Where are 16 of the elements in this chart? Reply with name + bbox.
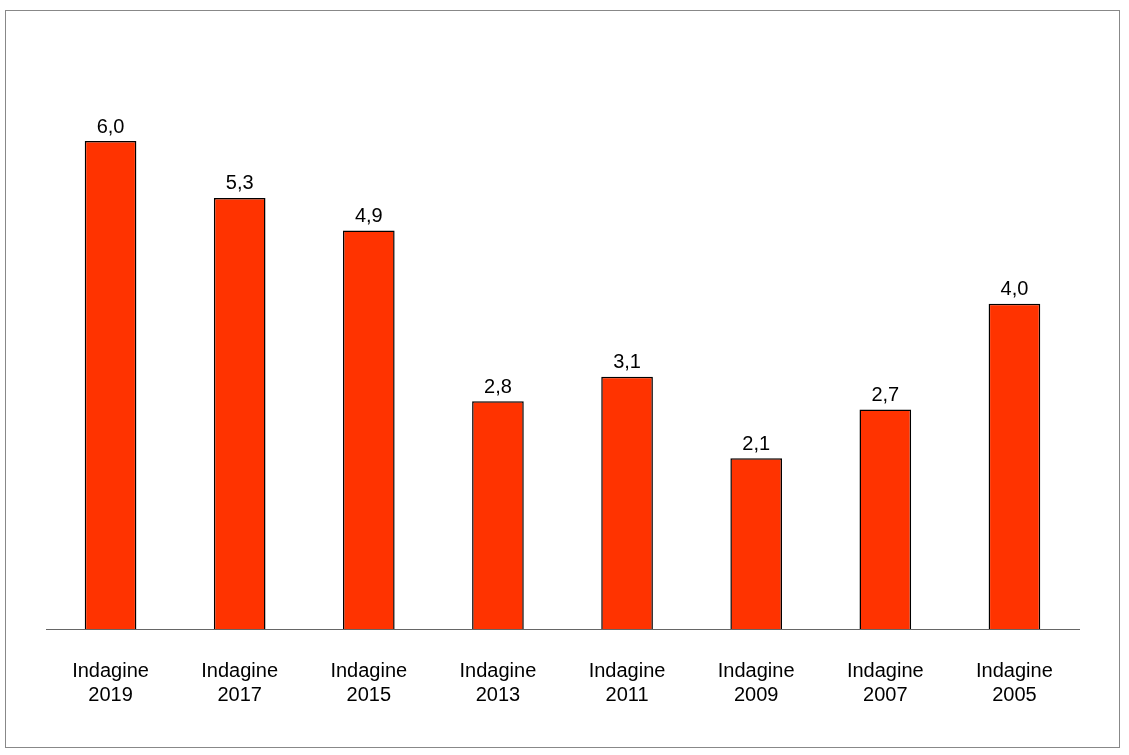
data-label: 5,3 xyxy=(225,171,254,194)
x-tick-label: Indagine 2011 xyxy=(588,658,666,705)
x-tick-label: Indagine 2009 xyxy=(717,658,795,705)
data-label: 2,7 xyxy=(871,382,900,405)
x-tick-label: Indagine 2005 xyxy=(976,658,1053,705)
x-tick-label: Indagine 2013 xyxy=(459,658,537,705)
x-tick-label: Indagine 2007 xyxy=(846,658,924,705)
x-tick-label: Indagine 2019 xyxy=(72,658,149,705)
x-tick-label: Indagine 2017 xyxy=(201,658,279,705)
x-tick-label: Indagine 2015 xyxy=(330,658,408,705)
data-label: 3,1 xyxy=(613,350,641,373)
data-label: 2,8 xyxy=(484,374,512,397)
data-label: 6,0 xyxy=(96,114,125,137)
data-label: 4,0 xyxy=(1000,277,1029,300)
data-label: 2,1 xyxy=(742,431,771,454)
data-label: 4,9 xyxy=(354,203,383,226)
